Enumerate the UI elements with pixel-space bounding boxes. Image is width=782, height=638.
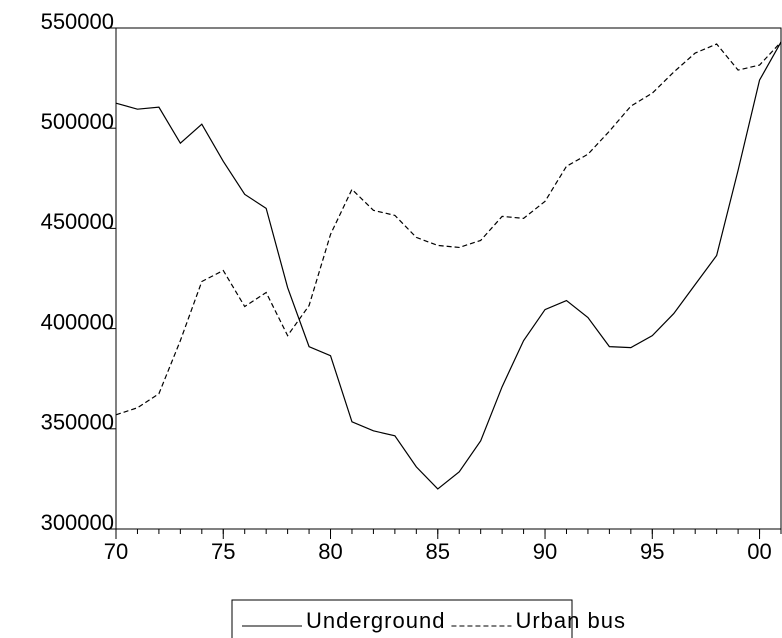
x-tick-label: 00 bbox=[747, 539, 771, 564]
legend-label: Urban bus bbox=[515, 608, 626, 633]
legend-box bbox=[231, 599, 573, 638]
y-tick-label: 450000 bbox=[41, 209, 114, 234]
x-tick-label: 85 bbox=[426, 539, 450, 564]
series-line bbox=[115, 41, 782, 416]
legend-label: Underground bbox=[306, 608, 445, 633]
x-tick-label: 70 bbox=[104, 539, 128, 564]
plot-frame bbox=[115, 27, 782, 530]
series-line bbox=[115, 41, 782, 490]
y-tick-label: 500000 bbox=[41, 109, 114, 134]
x-tick-label: 75 bbox=[211, 539, 235, 564]
x-tick-label: 80 bbox=[318, 539, 342, 564]
x-tick-label: 90 bbox=[533, 539, 557, 564]
y-tick-label: 400000 bbox=[41, 309, 114, 334]
y-tick-label: 350000 bbox=[41, 410, 114, 435]
x-tick-label: 95 bbox=[640, 539, 664, 564]
y-tick-label: 550000 bbox=[41, 9, 114, 34]
y-tick-label: 300000 bbox=[41, 510, 114, 535]
